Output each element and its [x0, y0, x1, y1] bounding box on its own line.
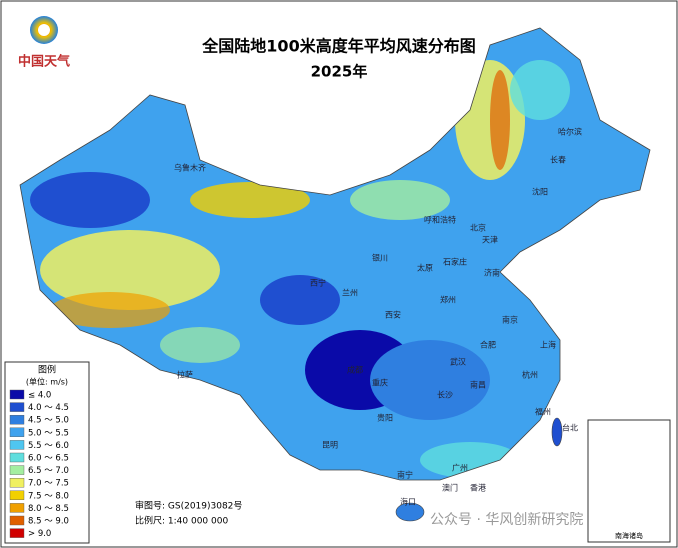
city-label: 郑州 [440, 295, 456, 305]
legend-swatch [9, 503, 25, 513]
city-label: 乌鲁木齐 [174, 163, 206, 173]
city-label: 合肥 [480, 340, 496, 350]
logo-icon [38, 24, 50, 36]
logo-text: 中国天气 [18, 54, 70, 70]
legend-swatch [9, 465, 25, 475]
title: 全国陆地100米高度年平均风速分布图 [201, 37, 475, 56]
city-label: 南宁 [397, 470, 413, 480]
legend-swatch [9, 478, 25, 488]
city-label: 上海 [540, 340, 556, 350]
city-label: 海口 [400, 497, 416, 507]
city-label: 广州 [452, 463, 468, 473]
city-label: 香港 [470, 483, 486, 493]
city-label: 兰州 [342, 288, 358, 298]
scale: 比例尺: 1:40 000 000 [135, 515, 228, 527]
legend-title: 图例 [38, 364, 56, 376]
legend-label: 7.5 ～ 8.0 [28, 491, 69, 501]
city-label: 西安 [385, 310, 401, 320]
city-label: 济南 [484, 268, 500, 278]
legend-label: 4.5 ～ 5.0 [28, 416, 69, 426]
hainan [395, 502, 425, 522]
city-label: 武汉 [450, 357, 466, 367]
city-label: 西宁 [310, 278, 326, 288]
legend-swatch [9, 415, 25, 425]
legend-label: ≤ 4.0 [28, 391, 51, 401]
legend-label: 5.0 ～ 5.5 [28, 428, 69, 438]
legend-label: 6.5 ～ 7.0 [28, 466, 69, 476]
city-label: 澳门 [442, 483, 458, 493]
city-label: 呼和浩特 [424, 215, 456, 225]
inset-label: 南海诸岛 [615, 531, 643, 540]
legend-label: 8.5 ～ 9.0 [28, 517, 69, 527]
legend-unit: (单位: m/s) [26, 377, 68, 387]
city-label: 南京 [502, 315, 518, 325]
city-label: 太原 [417, 263, 433, 273]
review-number: 审图号: GS(2019)3082号 [135, 500, 242, 512]
city-label: 重庆 [372, 378, 388, 388]
legend-label: 6.0 ～ 6.5 [28, 454, 69, 464]
legend-swatch [9, 490, 25, 500]
watermark: 公众号 · 华风创新研究院 [430, 512, 583, 528]
inset [587, 419, 671, 543]
city-label: 北京 [470, 223, 486, 233]
city-label: 成都 [347, 365, 363, 375]
legend-label: 5.5 ～ 6.0 [28, 441, 69, 451]
legend-label: 7.0 ～ 7.5 [28, 479, 69, 489]
city-label: 拉萨 [177, 370, 193, 380]
legend-label: 8.0 ～ 8.5 [28, 504, 69, 514]
city-label: 杭州 [522, 370, 538, 380]
city-label: 沈阳 [532, 187, 548, 197]
legend-swatch [9, 402, 25, 412]
legend-label: 4.0 ～ 4.5 [28, 403, 69, 413]
city-label: 南昌 [470, 380, 486, 390]
legend-label: > 9.0 [28, 529, 51, 539]
legend-swatch [9, 452, 25, 463]
legend: 图例 (单位: m/s) ≤ 4.0 4.0 ～ 4.5 4.5 ～ 5.0 5.0 … [4, 361, 90, 544]
legend-swatch [9, 515, 25, 526]
city-label: 昆明 [322, 441, 338, 450]
city-label: 台北 [562, 423, 578, 433]
city-label: 天津 [482, 235, 498, 245]
legend-swatch [9, 528, 25, 538]
city-label: 贵阳 [377, 413, 393, 423]
subtitle: 2025年 [311, 63, 368, 81]
city-label: 哈尔滨 [558, 127, 582, 137]
city-label: 福州 [535, 408, 551, 417]
city-label: 银川 [372, 253, 388, 263]
city-label: 石家庄 [443, 257, 467, 267]
city-label: 长春 [550, 155, 566, 165]
taiwan [551, 417, 563, 447]
legend-swatch [9, 440, 25, 450]
legend-swatch [9, 427, 25, 437]
legend-swatch [9, 389, 25, 400]
city-label: 长沙 [437, 390, 453, 400]
